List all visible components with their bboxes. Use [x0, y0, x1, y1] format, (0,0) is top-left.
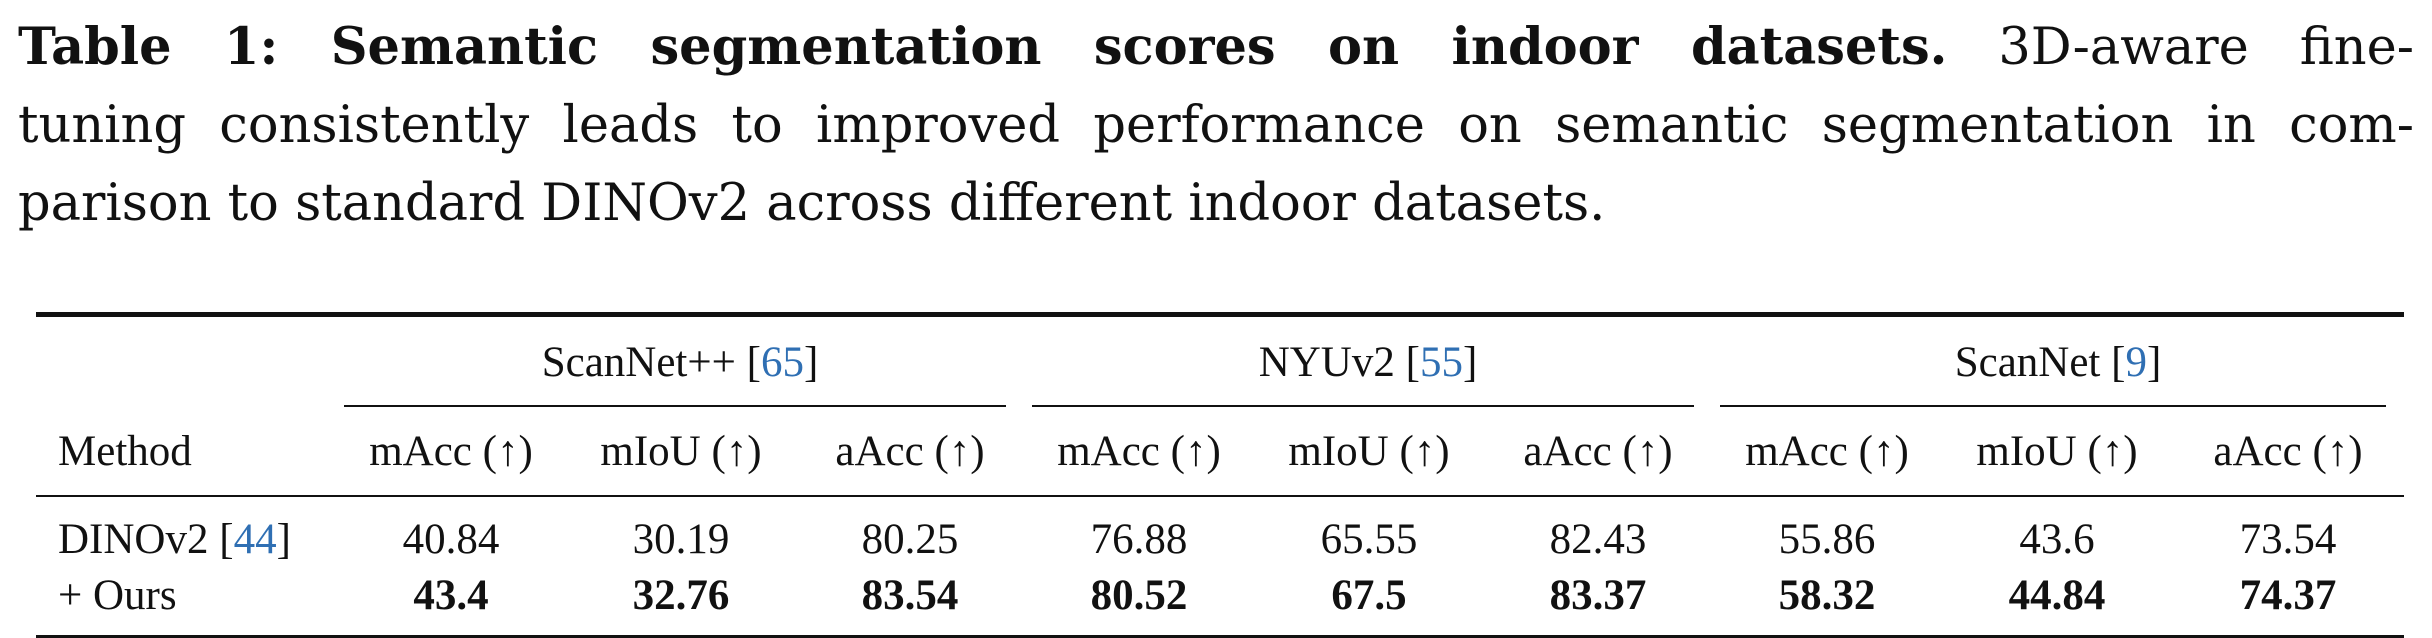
score-cell: 76.88: [1090, 515, 1188, 563]
score-cell: 80.52: [1090, 571, 1188, 619]
score-cell: 44.84: [2008, 571, 2106, 619]
caption-lead: Table 1: Semantic segmentation scores on…: [18, 17, 1948, 77]
method-cell: DINOv2 [44]: [58, 515, 291, 563]
method-name: + Ours: [58, 571, 177, 619]
score-cell: 55.86: [1778, 515, 1876, 563]
table-row: DINOv2 [44] 40.84 30.19 80.25 76.88 65.5…: [36, 496, 2404, 567]
method-cell: + Ours: [36, 567, 336, 637]
metric-header: mIoU (↑): [1254, 407, 1484, 497]
empty-header-cell: [36, 315, 336, 408]
group-header-nyuv2: NYUv2 [55]: [1024, 315, 1712, 407]
score-cell: 80.25: [861, 515, 959, 563]
results-table: ScanNet++ [65] NYUv2 [55] ScanNet [9] Me…: [36, 312, 2404, 638]
score-cell: 83.54: [861, 571, 959, 619]
metric-header: aAcc (↑): [796, 407, 1024, 497]
method-name: DINOv2: [58, 515, 209, 563]
metric-header: mAcc (↑): [1024, 407, 1254, 497]
dataset-header-row: ScanNet++ [65] NYUv2 [55] ScanNet [9]: [36, 315, 2404, 408]
table-row: + Ours 43.4 32.76 83.54 80.52 67.5 83.37…: [36, 567, 2404, 637]
group-name: NYUv2: [1258, 338, 1395, 386]
score-cell: 32.76: [632, 571, 730, 619]
score-cell: 67.5: [1331, 571, 1407, 619]
score-cell: 65.55: [1320, 515, 1418, 563]
score-cell: 30.19: [632, 515, 730, 563]
score-cell: 74.37: [2239, 571, 2337, 619]
score-cell: 40.84: [402, 515, 500, 563]
metric-header: mIoU (↑): [566, 407, 796, 497]
metric-header-row: Method mAcc (↑) mIoU (↑) aAcc (↑) mAcc (…: [36, 407, 2404, 497]
caption-line: tuning consistently leads to improved pe…: [18, 96, 2414, 155]
citation-link[interactable]: 44: [233, 515, 277, 563]
group-name: ScanNet: [1954, 338, 2101, 386]
score-cell: 73.54: [2239, 515, 2337, 563]
metric-header: mAcc (↑): [336, 407, 566, 497]
group-name: ScanNet++: [541, 338, 736, 386]
group-rule: [344, 405, 1006, 407]
caption-line: 3D-aware fine-: [1998, 18, 2414, 77]
metric-header: aAcc (↑): [1484, 407, 1712, 497]
citation-link[interactable]: 9: [2125, 338, 2147, 386]
score-cell: 43.4: [413, 571, 489, 619]
group-rule: [1032, 405, 1694, 407]
citation-link[interactable]: 55: [1419, 338, 1463, 386]
score-cell: 58.32: [1778, 571, 1876, 619]
citation-link[interactable]: 65: [760, 338, 804, 386]
group-rule: [1720, 405, 2386, 407]
metric-header: mAcc (↑): [1712, 407, 1942, 497]
score-cell: 82.43: [1549, 515, 1647, 563]
metric-header: aAcc (↑): [2172, 407, 2404, 497]
group-header-scannet: ScanNet [9]: [1712, 315, 2404, 407]
caption-line: parison to standard DINOv2 across differ…: [18, 174, 1606, 233]
metric-header: mIoU (↑): [1942, 407, 2172, 497]
table-caption: Table 1: Semantic segmentation scores on…: [18, 8, 2414, 243]
group-header-scannetpp: ScanNet++ [65]: [336, 315, 1024, 407]
score-cell: 43.6: [2019, 515, 2095, 563]
score-cell: 83.37: [1549, 571, 1647, 619]
method-header: Method: [36, 407, 336, 497]
